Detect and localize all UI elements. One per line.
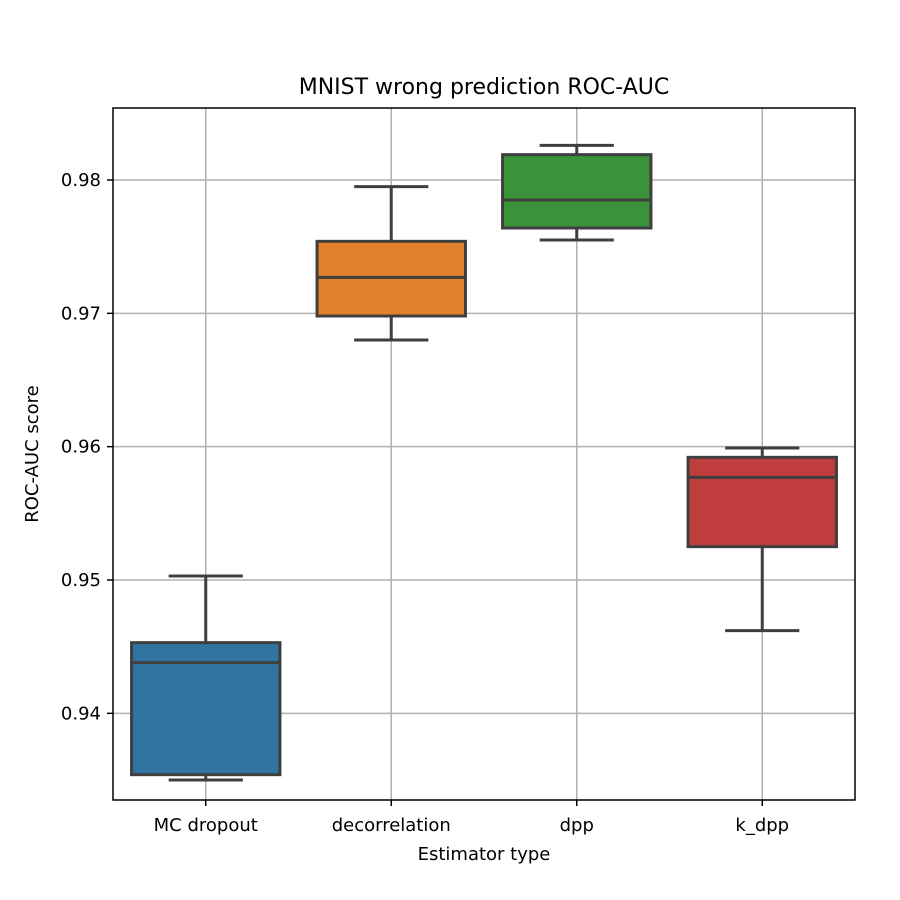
tick-layer: 0.94 0.95 0.96 0.97 0.98 MC dropout decorrelat… (61, 170, 789, 836)
x-axis-label: Estimator type (418, 844, 551, 865)
x-tick-label: k_dpp (735, 815, 789, 836)
chart-title: MNIST wrong prediction ROC-AUC (299, 75, 670, 100)
box (686, 455, 838, 549)
box (130, 641, 282, 777)
x-tick-label: decorrelation (332, 815, 451, 836)
y-tick-label: 0.94 (61, 703, 101, 724)
x-tick-label: dpp (560, 815, 594, 836)
y-tick-label: 0.96 (61, 437, 101, 458)
y-axis-label: ROC-AUC score (22, 385, 43, 523)
y-tick-label: 0.97 (61, 303, 101, 324)
box-group-3 (686, 446, 838, 633)
y-tick-label: 0.95 (61, 570, 101, 591)
x-tick-label: MC dropout (154, 815, 258, 836)
y-tick-label: 0.98 (61, 170, 101, 191)
box (501, 153, 653, 230)
box-layer (130, 143, 838, 782)
box-group-2 (501, 143, 653, 242)
box-group-0 (130, 574, 282, 782)
plot-frame (112, 107, 856, 801)
box-group-1 (315, 185, 467, 342)
